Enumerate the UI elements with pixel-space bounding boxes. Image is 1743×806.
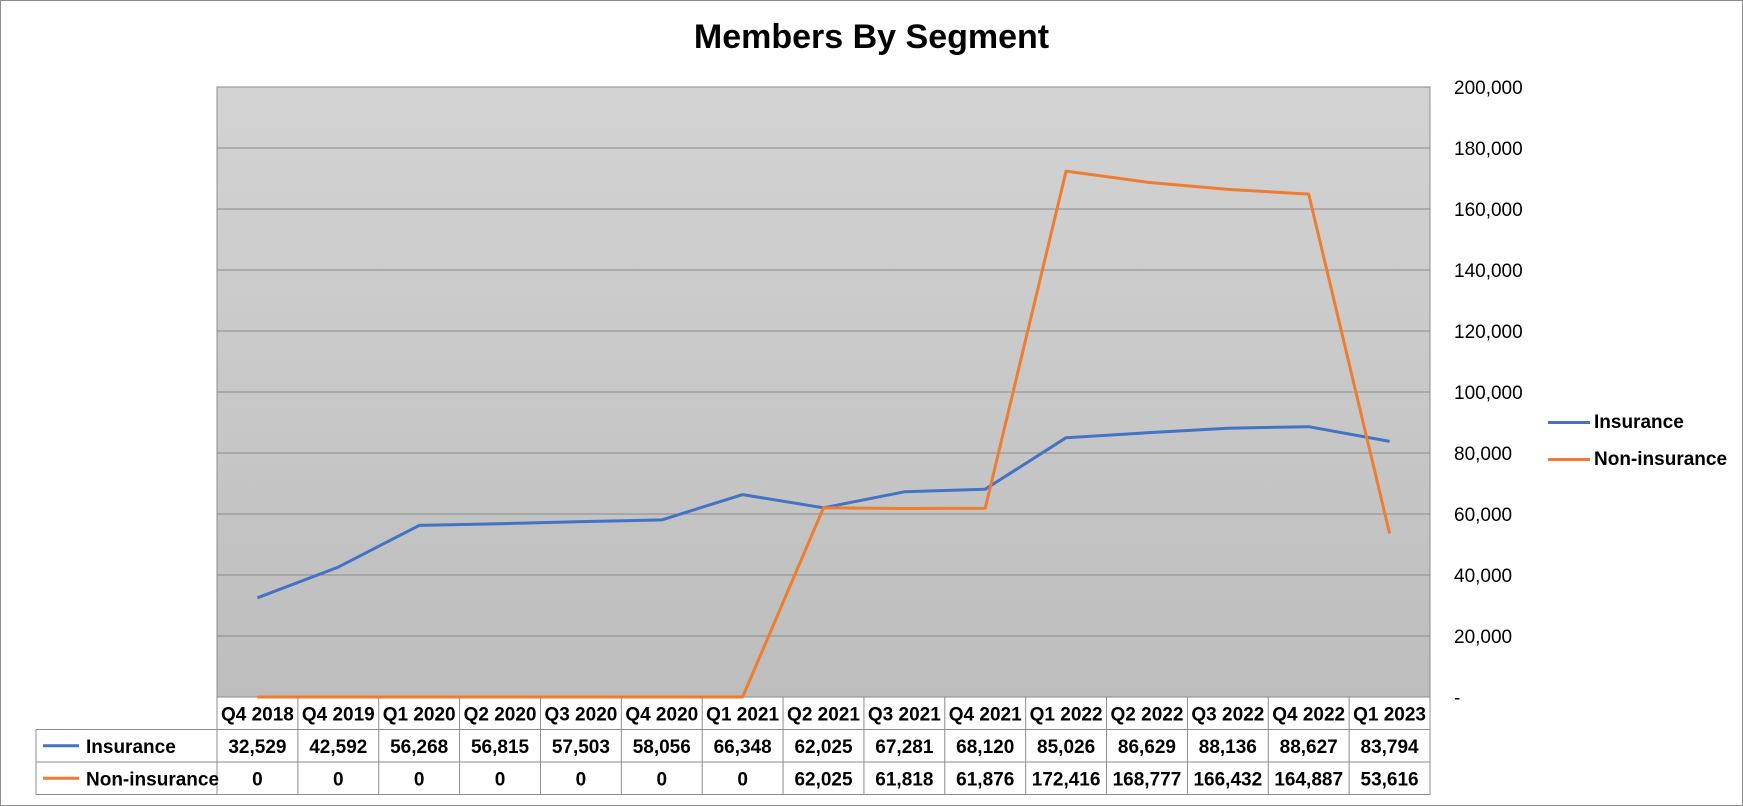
table-cell-value: 166,432	[1193, 769, 1262, 790]
x-category-label: Q1 2020	[383, 704, 456, 725]
legend-label-insurance: Insurance	[1594, 411, 1684, 433]
x-category-label: Q4 2019	[302, 704, 375, 725]
y-tick-label: 200,000	[1454, 78, 1523, 99]
table-cell-value: 42,592	[309, 737, 367, 758]
y-axis: - 20,000 40,000 60,000 80,000 100,000 120,000 1…	[1454, 78, 1523, 709]
table-cell-value: 32,529	[228, 737, 286, 758]
series-lines	[256, 169, 1392, 699]
y-tick-label: 40,000	[1454, 566, 1512, 587]
table-cell-value: 57,503	[552, 737, 610, 758]
table-cell-value: 61,876	[956, 769, 1014, 790]
table-cell-value: 68,120	[956, 737, 1014, 758]
legend-item-non-insurance: Non-insurance	[1548, 441, 1738, 478]
x-category-label: Q1 2021	[706, 704, 779, 725]
x-category-label: Q4 2021	[949, 704, 1022, 725]
y-tick-label: 20,000	[1454, 627, 1512, 648]
table-cell-value: 88,136	[1199, 737, 1257, 758]
x-category-label: Q1 2023	[1353, 704, 1426, 725]
legend-swatch-insurance	[1548, 421, 1590, 424]
legend-label-non-insurance: Non-insurance	[1594, 448, 1728, 470]
y-tick-label: 120,000	[1454, 322, 1523, 343]
x-category-label: Q1 2022	[1030, 704, 1103, 725]
y-tick-label: 140,000	[1454, 261, 1523, 282]
table-cell-value: 172,416	[1032, 769, 1101, 790]
table-cell-value: 62,025	[794, 769, 853, 790]
table-cell-value: 85,026	[1037, 737, 1095, 758]
table-cell-value: 53,616	[1361, 769, 1419, 790]
legend-item-insurance: Insurance	[1548, 404, 1738, 441]
x-category-label: Q2 2022	[1111, 704, 1184, 725]
table-cell-value: 168,777	[1113, 769, 1182, 790]
x-category-label: Q4 2018	[221, 704, 294, 725]
y-tick-label: 160,000	[1454, 200, 1523, 221]
table-series-label: Insurance	[86, 737, 176, 758]
table-cell-value: 0	[414, 769, 425, 790]
x-category-label: Q3 2020	[544, 704, 617, 725]
y-tick-label: -	[1454, 688, 1460, 709]
chart-title: Members By Segment	[693, 18, 1050, 56]
table-cell-value: 67,281	[875, 737, 934, 758]
table-cell-value: 56,815	[471, 737, 530, 758]
table-cell-value: 61,818	[875, 769, 933, 790]
legend-swatch-non-insurance	[1548, 458, 1590, 461]
table-cell-value: 0	[576, 769, 587, 790]
table-cell-value: 66,348	[714, 737, 772, 758]
x-category-label: Q2 2021	[787, 704, 860, 725]
table-cell-value: 56,268	[390, 737, 448, 758]
table-series-label: Non-insurance	[86, 769, 219, 790]
table-cell-value: 164,887	[1274, 769, 1343, 790]
table-cell-value: 62,025	[794, 737, 853, 758]
table-cell-value: 0	[495, 769, 506, 790]
x-category-label: Q2 2020	[464, 704, 537, 725]
table-cell-value: 88,627	[1280, 737, 1338, 758]
x-category-label: Q3 2021	[868, 704, 941, 725]
y-tick-label: 100,000	[1454, 383, 1523, 404]
table-cell-value: 0	[333, 769, 344, 790]
table-cell-value: 0	[656, 769, 667, 790]
table-cell-value: 0	[737, 769, 748, 790]
y-tick-label: 80,000	[1454, 444, 1512, 465]
x-category-label: Q4 2022	[1272, 704, 1345, 725]
y-tick-label: 180,000	[1454, 139, 1523, 160]
table-cell-value: 86,629	[1118, 737, 1176, 758]
legend: Insurance Non-insurance	[1548, 404, 1738, 478]
y-tick-label: 60,000	[1454, 505, 1512, 526]
gridlines	[217, 86, 1430, 637]
x-category-label: Q3 2022	[1191, 704, 1264, 725]
data-table: Q4 2018 Q4 2019 Q1 2020 Q2 2020 Q3 2020 Q4 20…	[35, 696, 1431, 795]
series-line-non-insurance	[257, 169, 1392, 699]
table-cell-value: 83,794	[1361, 737, 1420, 758]
table-cell-value: 58,056	[633, 737, 691, 758]
x-category-label: Q4 2020	[625, 704, 698, 725]
table-cell-value: 0	[252, 769, 263, 790]
